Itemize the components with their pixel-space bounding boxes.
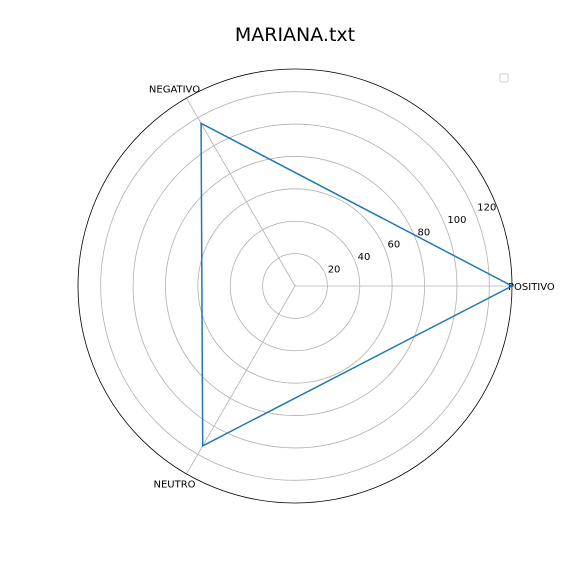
- radial-tick-label: 80: [417, 227, 430, 238]
- radial-tick-label: 100: [447, 215, 466, 226]
- category-label-neutro: NEUTRO: [153, 479, 195, 490]
- spoke: [186, 285, 296, 475]
- radial-tick-label: 60: [388, 240, 401, 251]
- series-polygon: [200, 122, 514, 448]
- radial-tick-label: 20: [328, 264, 341, 275]
- radial-tick-labels: 20 40 60 80 100 120: [328, 202, 497, 275]
- radial-tick-label: 120: [477, 202, 496, 213]
- category-label-positivo: POSITIVO: [508, 282, 555, 293]
- category-spokes: [186, 97, 512, 475]
- spoke: [186, 97, 296, 287]
- chart-title: MARIANA.txt: [235, 24, 355, 46]
- legend-box: [499, 73, 509, 83]
- series-layer: [200, 122, 514, 448]
- category-label-negativo: NEGATIVO: [149, 85, 200, 96]
- category-labels: POSITIVO NEGATIVO NEUTRO: [149, 85, 555, 491]
- radial-tick-label: 40: [358, 252, 371, 263]
